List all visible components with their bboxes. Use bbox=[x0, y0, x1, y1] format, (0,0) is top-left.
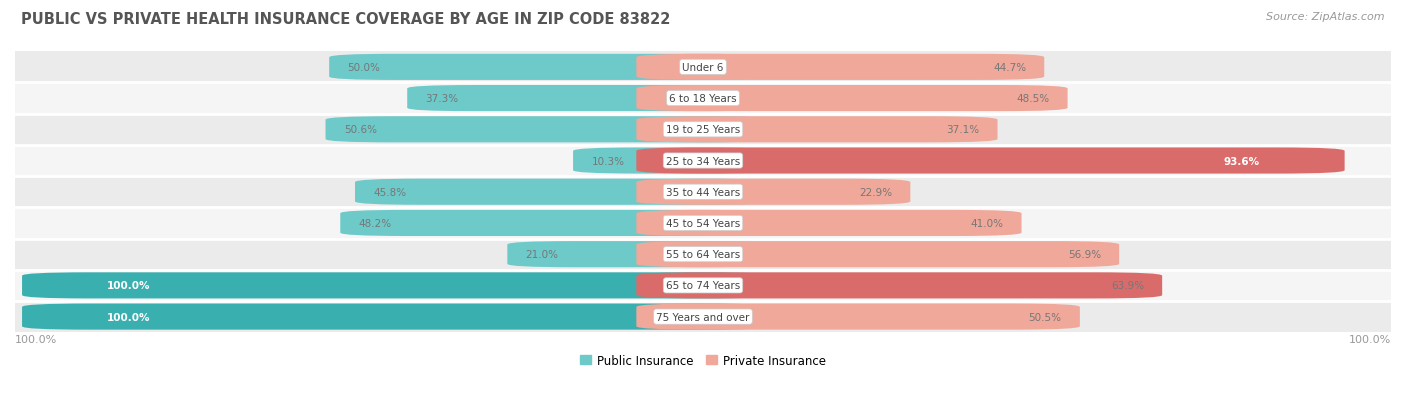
Text: 100.0%: 100.0% bbox=[107, 281, 150, 291]
Text: 50.6%: 50.6% bbox=[344, 125, 377, 135]
Text: 56.9%: 56.9% bbox=[1069, 249, 1101, 259]
FancyBboxPatch shape bbox=[408, 86, 769, 112]
FancyBboxPatch shape bbox=[22, 273, 769, 299]
FancyBboxPatch shape bbox=[637, 55, 1045, 81]
Text: 75 Years and over: 75 Years and over bbox=[657, 312, 749, 322]
Bar bbox=[15, 270, 1391, 301]
Text: 45.8%: 45.8% bbox=[373, 187, 406, 197]
Bar bbox=[15, 301, 1391, 332]
Text: 19 to 25 Years: 19 to 25 Years bbox=[666, 125, 740, 135]
FancyBboxPatch shape bbox=[329, 55, 769, 81]
Text: 100.0%: 100.0% bbox=[1348, 334, 1391, 344]
Bar bbox=[15, 114, 1391, 145]
Bar bbox=[15, 208, 1391, 239]
FancyBboxPatch shape bbox=[637, 304, 1080, 330]
Text: 25 to 34 Years: 25 to 34 Years bbox=[666, 156, 740, 166]
FancyBboxPatch shape bbox=[637, 210, 1022, 236]
Text: 55 to 64 Years: 55 to 64 Years bbox=[666, 249, 740, 259]
FancyBboxPatch shape bbox=[574, 148, 769, 174]
Bar bbox=[15, 145, 1391, 177]
FancyBboxPatch shape bbox=[637, 179, 910, 205]
Text: 37.3%: 37.3% bbox=[426, 94, 458, 104]
Text: 6 to 18 Years: 6 to 18 Years bbox=[669, 94, 737, 104]
Text: 22.9%: 22.9% bbox=[859, 187, 893, 197]
Text: 50.5%: 50.5% bbox=[1029, 312, 1062, 322]
Text: 45 to 54 Years: 45 to 54 Years bbox=[666, 218, 740, 228]
Text: 10.3%: 10.3% bbox=[592, 156, 624, 166]
Text: 50.0%: 50.0% bbox=[347, 63, 381, 73]
FancyBboxPatch shape bbox=[637, 86, 1067, 112]
Text: 41.0%: 41.0% bbox=[970, 218, 1004, 228]
FancyBboxPatch shape bbox=[637, 117, 997, 143]
Text: 48.2%: 48.2% bbox=[359, 218, 391, 228]
Bar bbox=[15, 239, 1391, 270]
FancyBboxPatch shape bbox=[326, 117, 769, 143]
FancyBboxPatch shape bbox=[637, 273, 1163, 299]
Text: 44.7%: 44.7% bbox=[993, 63, 1026, 73]
Text: 21.0%: 21.0% bbox=[526, 249, 558, 259]
Text: 65 to 74 Years: 65 to 74 Years bbox=[666, 281, 740, 291]
Text: PUBLIC VS PRIVATE HEALTH INSURANCE COVERAGE BY AGE IN ZIP CODE 83822: PUBLIC VS PRIVATE HEALTH INSURANCE COVER… bbox=[21, 12, 671, 27]
FancyBboxPatch shape bbox=[637, 242, 1119, 268]
Text: Source: ZipAtlas.com: Source: ZipAtlas.com bbox=[1267, 12, 1385, 22]
Text: 100.0%: 100.0% bbox=[107, 312, 150, 322]
Text: 48.5%: 48.5% bbox=[1017, 94, 1049, 104]
Bar bbox=[15, 83, 1391, 114]
FancyBboxPatch shape bbox=[354, 179, 769, 205]
Text: 100.0%: 100.0% bbox=[15, 334, 58, 344]
FancyBboxPatch shape bbox=[637, 148, 1344, 174]
Text: 37.1%: 37.1% bbox=[946, 125, 980, 135]
FancyBboxPatch shape bbox=[340, 210, 769, 236]
FancyBboxPatch shape bbox=[508, 242, 769, 268]
Bar bbox=[15, 177, 1391, 208]
Text: 63.9%: 63.9% bbox=[1111, 281, 1144, 291]
Bar bbox=[15, 52, 1391, 83]
Text: Under 6: Under 6 bbox=[682, 63, 724, 73]
Text: 93.6%: 93.6% bbox=[1223, 156, 1260, 166]
Legend: Public Insurance, Private Insurance: Public Insurance, Private Insurance bbox=[575, 349, 831, 371]
FancyBboxPatch shape bbox=[22, 304, 769, 330]
Text: 35 to 44 Years: 35 to 44 Years bbox=[666, 187, 740, 197]
